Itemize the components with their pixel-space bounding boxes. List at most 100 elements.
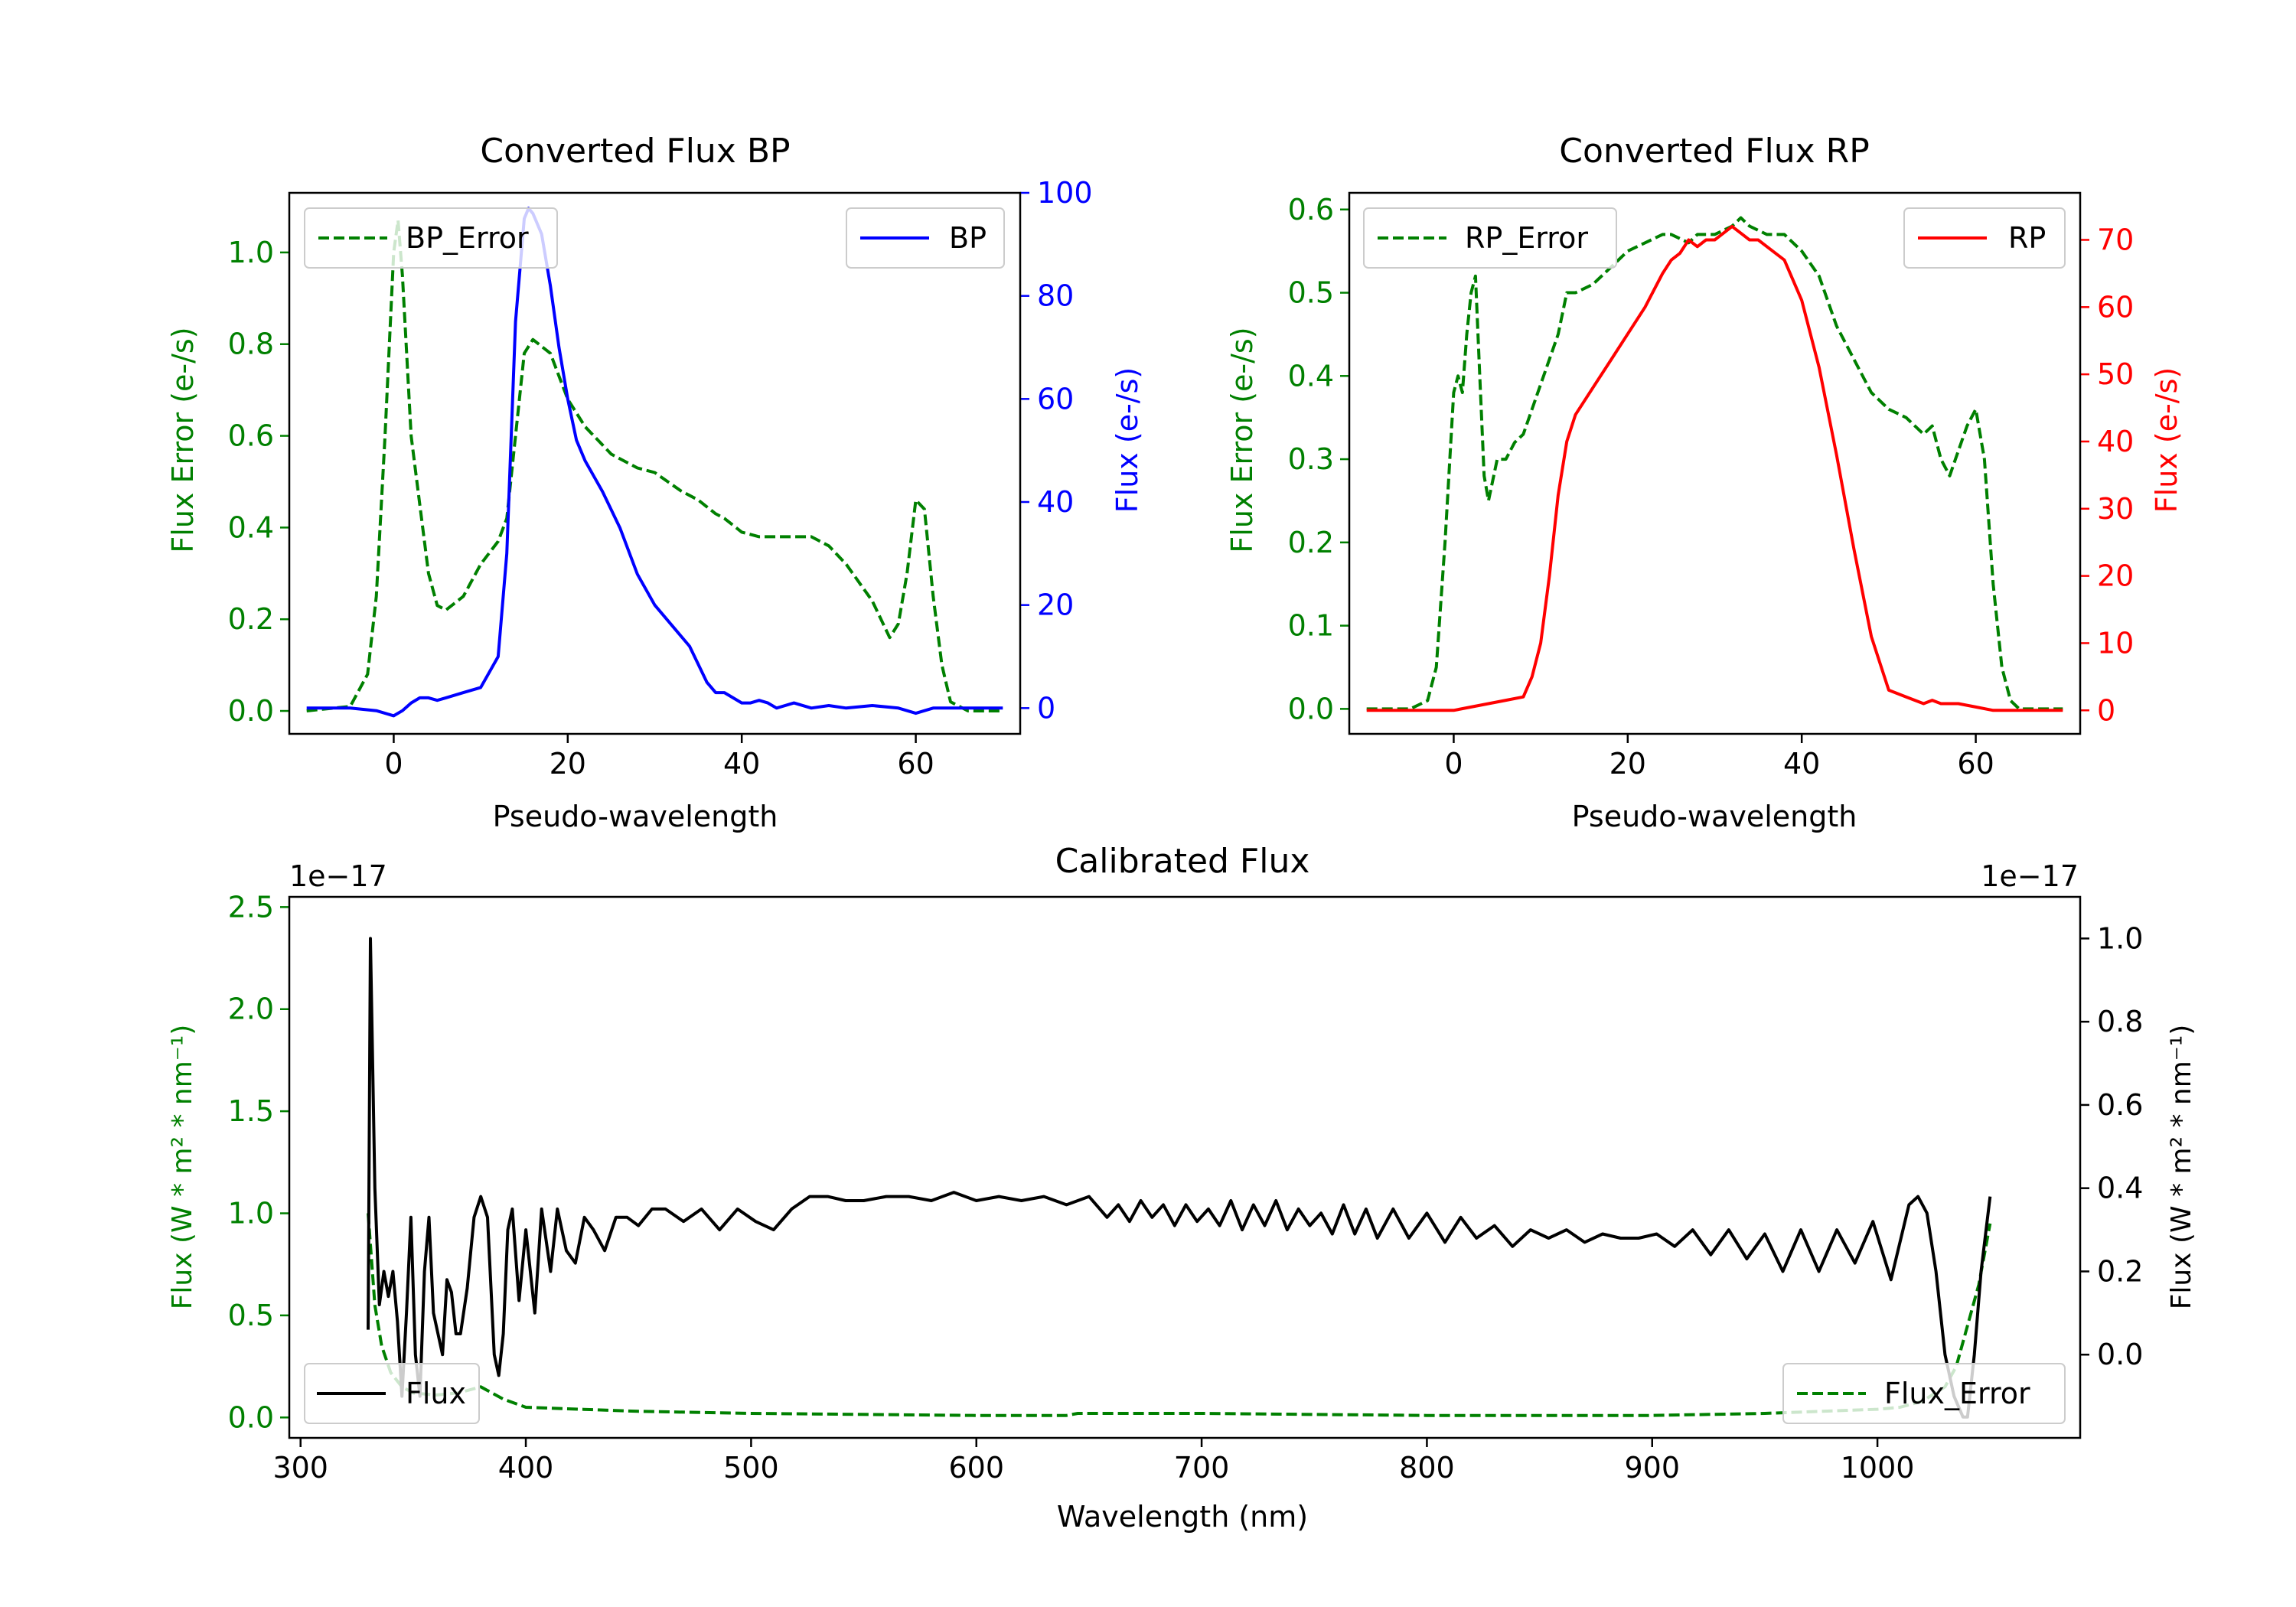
x-tick-label: 700 bbox=[1174, 1451, 1230, 1485]
x-axis-label: Pseudo-wavelength bbox=[1572, 800, 1857, 833]
left-tick-label: 1.0 bbox=[228, 236, 274, 269]
right-tick-label: 10 bbox=[2097, 626, 2134, 660]
legend-right: BP bbox=[846, 207, 1005, 269]
legend-label-bp: BP bbox=[949, 221, 987, 255]
right-tick-label: 0.8 bbox=[2097, 1005, 2143, 1038]
left-tick-label: 2.0 bbox=[228, 993, 274, 1026]
left-tick-label: 0.1 bbox=[1288, 609, 1334, 643]
right-tick-label: 40 bbox=[2097, 425, 2134, 458]
tick-layer: 0 20 40 60 0.0 0.2 0.4 0.6 0.8 1.0 0 20 40 60 80 100 bbox=[228, 176, 1093, 781]
left-tick-label: 1.5 bbox=[228, 1094, 274, 1128]
x-tick-label: 900 bbox=[1624, 1451, 1680, 1485]
left-tick-label: 1.0 bbox=[228, 1197, 274, 1231]
right-tick-label: 0.6 bbox=[2097, 1088, 2143, 1122]
x-tick-label: 0 bbox=[1444, 747, 1463, 781]
left-tick-label: 0.4 bbox=[228, 510, 274, 544]
series-line-bp bbox=[306, 207, 1003, 718]
right-tick-label: 20 bbox=[1037, 588, 1074, 622]
left-axis-label: Flux Error (e-/s) bbox=[166, 327, 200, 553]
left-tick-label: 2.5 bbox=[228, 890, 274, 924]
right-tick-label: 70 bbox=[2097, 223, 2134, 256]
right-axis-label: Flux (e-/s) bbox=[2150, 367, 2183, 513]
legend-label-flux-error: Flux_Error bbox=[1884, 1377, 2030, 1410]
legend-left: Flux bbox=[304, 1363, 480, 1424]
legend-right: Flux_Error bbox=[1782, 1363, 2066, 1424]
left-tick-label: 0.0 bbox=[228, 694, 274, 728]
right-tick-label: 0.4 bbox=[2097, 1172, 2143, 1205]
x-tick-label: 20 bbox=[1609, 747, 1646, 781]
right-tick-label: 40 bbox=[1037, 485, 1074, 519]
left-tick-label: 0.2 bbox=[1288, 526, 1334, 559]
legend-left: BP_Error bbox=[304, 207, 558, 269]
right-tick-label: 80 bbox=[1037, 279, 1074, 313]
x-axis-label: Wavelength (nm) bbox=[1057, 1500, 1308, 1534]
left-tick-label: 0.5 bbox=[1288, 276, 1334, 310]
x-tick-label: 500 bbox=[723, 1451, 779, 1485]
left-tick-label: 0.3 bbox=[1288, 442, 1334, 476]
left-tick-label: 0.6 bbox=[1288, 193, 1334, 227]
x-axis-label: Pseudo-wavelength bbox=[493, 800, 778, 833]
right-axis-exponent: 1e−17 bbox=[1981, 859, 2079, 893]
x-tick-label: 300 bbox=[272, 1451, 328, 1485]
legend-label-rp: RP bbox=[2008, 221, 2046, 255]
series-line-rp-error bbox=[1366, 216, 2063, 711]
right-tick-label: 0 bbox=[1037, 691, 1055, 725]
series-line-bp-error bbox=[306, 218, 1003, 712]
right-tick-label: 0 bbox=[2097, 693, 2115, 727]
left-tick-label: 0.2 bbox=[228, 602, 274, 636]
right-tick-label: 30 bbox=[2097, 492, 2134, 526]
chart-title: Converted Flux RP bbox=[1559, 132, 1870, 171]
x-tick-label: 60 bbox=[897, 747, 934, 781]
x-tick-label: 800 bbox=[1399, 1451, 1455, 1485]
legend-left: RP_Error bbox=[1363, 207, 1617, 269]
legend-label-rp-error: RP_Error bbox=[1465, 221, 1588, 255]
right-tick-label: 60 bbox=[2097, 290, 2134, 324]
plot-frame bbox=[288, 191, 1022, 735]
chart-title: Calibrated Flux bbox=[1055, 842, 1310, 881]
tick-layer: 300 400 500 600 700 800 900 1000 0.0 0.5 1.0 1.5 2.0… bbox=[228, 890, 2144, 1485]
left-axis-label: Flux (W * m² * nm⁻¹) bbox=[167, 1025, 198, 1310]
x-tick-label: 600 bbox=[948, 1451, 1004, 1485]
chart-title: Converted Flux BP bbox=[480, 132, 790, 171]
left-tick-label: 0.0 bbox=[1288, 692, 1334, 725]
left-tick-label: 0.8 bbox=[228, 328, 274, 361]
legend-box bbox=[1782, 1363, 2066, 1424]
left-tick-label: 0.6 bbox=[228, 419, 274, 453]
legend-label-flux: Flux bbox=[406, 1377, 466, 1410]
left-tick-label: 0.0 bbox=[228, 1400, 274, 1434]
left-tick-label: 0.4 bbox=[1288, 359, 1334, 393]
right-tick-label: 0.2 bbox=[2097, 1254, 2143, 1288]
left-axis-exponent: 1e−17 bbox=[289, 859, 387, 893]
plot-frame bbox=[288, 895, 2082, 1439]
left-tick-label: 0.5 bbox=[228, 1299, 274, 1332]
series-layer bbox=[1366, 216, 2063, 712]
left-axis-label: Flux Error (e-/s) bbox=[1225, 327, 1259, 553]
series-layer bbox=[306, 207, 1003, 718]
legend-label-bp-error: BP_Error bbox=[406, 221, 529, 255]
legend-box bbox=[1363, 207, 1617, 269]
chart-converted-flux-bp: Converted Flux BP Pseudo-wavelength Flux… bbox=[166, 132, 1144, 833]
right-tick-label: 100 bbox=[1037, 176, 1093, 210]
right-tick-label: 0.0 bbox=[2097, 1338, 2143, 1371]
right-axis-label: Flux (e-/s) bbox=[1110, 367, 1144, 513]
x-tick-label: 400 bbox=[498, 1451, 554, 1485]
x-tick-label: 40 bbox=[1783, 747, 1820, 781]
right-axis-label: Flux (W * m² * nm⁻¹) bbox=[2166, 1025, 2197, 1310]
plot-frame bbox=[1348, 191, 2082, 735]
x-tick-label: 1000 bbox=[1841, 1451, 1915, 1485]
right-tick-label: 1.0 bbox=[2097, 921, 2143, 955]
legend-box bbox=[304, 1363, 480, 1424]
right-tick-label: 60 bbox=[1037, 382, 1074, 416]
series-line-flux bbox=[367, 937, 1992, 1419]
chart-converted-flux-rp: Converted Flux RP Pseudo-wavelength Flux… bbox=[1225, 132, 2183, 833]
tick-layer: 0 20 40 60 0.0 0.1 0.2 0.3 0.4 0.5 0.6 0 10 20 30 40 50 6… bbox=[1288, 193, 2135, 781]
x-tick-label: 0 bbox=[384, 747, 403, 781]
x-tick-label: 20 bbox=[550, 747, 586, 781]
right-tick-label: 50 bbox=[2097, 357, 2134, 391]
x-tick-label: 60 bbox=[1957, 747, 1994, 781]
series-line-rp bbox=[1366, 224, 2063, 712]
legend-right: RP bbox=[1903, 207, 2066, 269]
chart-calibrated-flux: Calibrated Flux Wavelength (nm) 1e−17 1e… bbox=[167, 842, 2197, 1534]
right-tick-label: 20 bbox=[2097, 559, 2134, 593]
